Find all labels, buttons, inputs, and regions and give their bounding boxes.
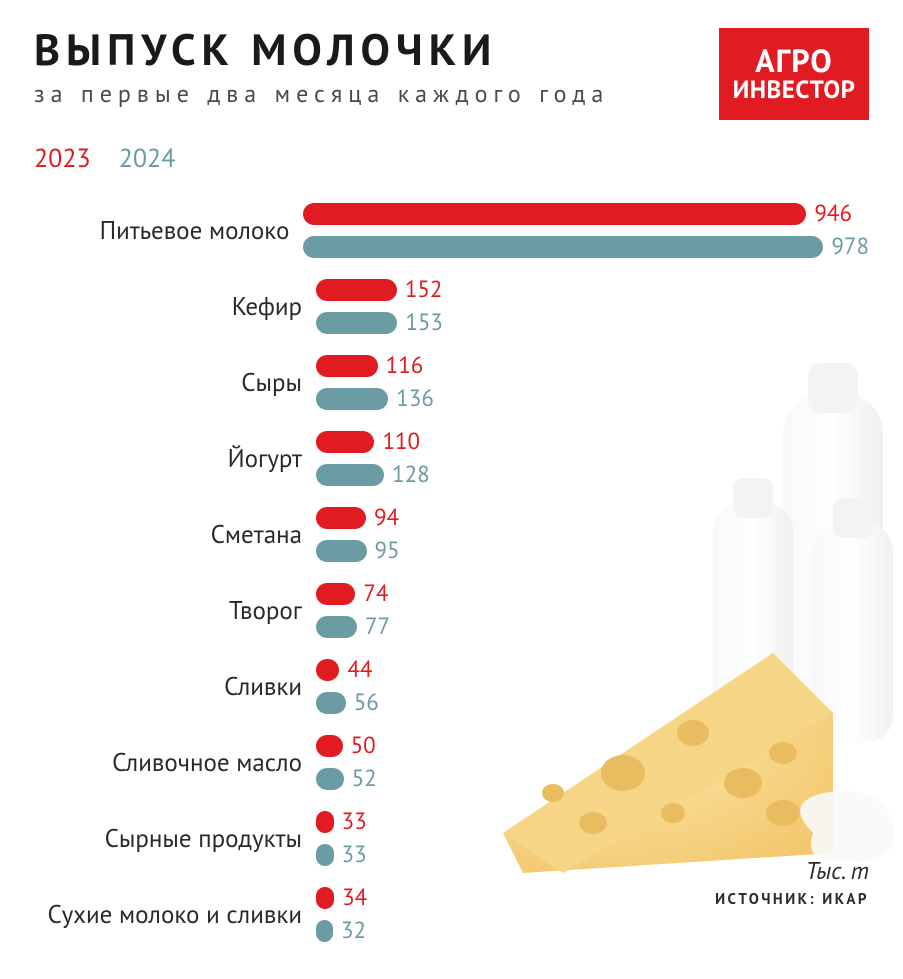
- bar-line: 44: [316, 655, 869, 684]
- category-label: Сухие молоко и сливки: [34, 900, 316, 929]
- bar: [316, 692, 346, 714]
- bar-group: 9495: [316, 503, 869, 565]
- bar: [316, 768, 344, 790]
- bar-line: 95: [316, 536, 869, 565]
- bar: [316, 464, 384, 486]
- category-label: Сливки: [34, 672, 316, 701]
- page-subtitle: за первые два месяца каждого года: [34, 78, 709, 109]
- bar-group: 152153: [316, 275, 869, 337]
- bar-group: 4456: [316, 655, 869, 717]
- bar-value: 110: [382, 427, 420, 456]
- bar-value: 152: [405, 275, 443, 304]
- bar-value: 34: [342, 883, 367, 912]
- bar-line: 128: [316, 460, 869, 489]
- dairy-bar-chart: Питьевое молоко946978Кефир152153Сыры1161…: [34, 199, 869, 945]
- bar-value: 74: [363, 579, 388, 608]
- page-title: ВЫПУСК МОЛОЧКИ: [34, 28, 709, 72]
- chart-row: Сметана9495: [34, 503, 869, 565]
- bar-value: 56: [354, 688, 379, 717]
- bar-line: 153: [316, 308, 869, 337]
- bar-value: 33: [342, 807, 367, 836]
- category-label: Творог: [34, 596, 316, 625]
- bar: [316, 540, 367, 562]
- bar-value: 978: [831, 232, 869, 261]
- source-label: ИСТОЧНИК: ИКАР: [715, 890, 869, 909]
- bar-value: 44: [347, 655, 372, 684]
- bar-line: 50: [316, 731, 869, 760]
- bar: [316, 507, 366, 529]
- bar: [316, 583, 355, 605]
- category-label: Питьевое молоко: [34, 216, 303, 245]
- legend-year-2024: 2024: [119, 142, 176, 175]
- category-label: Сливочное масло: [34, 748, 316, 777]
- bar-value: 153: [405, 308, 443, 337]
- bar: [316, 431, 374, 453]
- bar-line: 978: [303, 232, 869, 261]
- bar: [316, 279, 397, 301]
- bar-group: 110128: [316, 427, 869, 489]
- category-label: Йогурт: [34, 444, 316, 473]
- logo-line-2: ИНВЕСТОР: [733, 76, 856, 104]
- bar-value: 52: [352, 764, 377, 793]
- bar-line: 32: [316, 916, 869, 945]
- bar-value: 94: [374, 503, 399, 532]
- bar-group: 7477: [316, 579, 869, 641]
- bar: [316, 887, 334, 909]
- chart-row: Сливочное масло5052: [34, 731, 869, 793]
- bar-value: 33: [342, 840, 367, 869]
- unit-label: Тыс. т: [715, 855, 869, 886]
- bar-line: 946: [303, 199, 869, 228]
- bar: [316, 388, 388, 410]
- chart-row: Кефир152153: [34, 275, 869, 337]
- chart-row: Творог7477: [34, 579, 869, 641]
- chart-row: Сливки4456: [34, 655, 869, 717]
- bar: [303, 203, 806, 225]
- bar: [316, 312, 397, 334]
- bar-value: 128: [392, 460, 430, 489]
- category-label: Сыры: [34, 368, 316, 397]
- bar-group: 5052: [316, 731, 869, 793]
- bar: [316, 735, 343, 757]
- bar-group: 116136: [316, 351, 869, 413]
- legend-year-2023: 2023: [34, 142, 91, 175]
- bar-value: 946: [814, 199, 852, 228]
- category-label: Сырные продукты: [34, 824, 316, 853]
- legend: 2023 2024: [34, 142, 869, 175]
- bar: [316, 920, 333, 942]
- bar-line: 110: [316, 427, 869, 456]
- category-label: Кефир: [34, 292, 316, 321]
- bar-line: 56: [316, 688, 869, 717]
- bar-value: 116: [386, 351, 424, 380]
- logo-line-1: АГРО: [755, 44, 832, 76]
- bar: [316, 355, 378, 377]
- brand-logo: АГРО ИНВЕСТОР: [719, 28, 869, 120]
- category-label: Сметана: [34, 520, 316, 549]
- bar-value: 32: [341, 916, 366, 945]
- bar-value: 77: [365, 612, 390, 641]
- bar-line: 152: [316, 275, 869, 304]
- bar: [303, 236, 823, 258]
- bar-line: 77: [316, 612, 869, 641]
- bar: [316, 659, 339, 681]
- bar-line: 52: [316, 764, 869, 793]
- chart-row: Йогурт110128: [34, 427, 869, 489]
- bar-line: 33: [316, 807, 869, 836]
- bar-line: 136: [316, 384, 869, 413]
- bar-value: 95: [375, 536, 400, 565]
- bar-line: 74: [316, 579, 869, 608]
- chart-row: Питьевое молоко946978: [34, 199, 869, 261]
- bar: [316, 616, 357, 638]
- bar-group: 946978: [303, 199, 869, 261]
- bar: [316, 844, 334, 866]
- chart-row: Сыры116136: [34, 351, 869, 413]
- bar: [316, 811, 334, 833]
- bar-line: 116: [316, 351, 869, 380]
- bar-line: 94: [316, 503, 869, 532]
- bar-value: 136: [396, 384, 434, 413]
- bar-value: 50: [351, 731, 376, 760]
